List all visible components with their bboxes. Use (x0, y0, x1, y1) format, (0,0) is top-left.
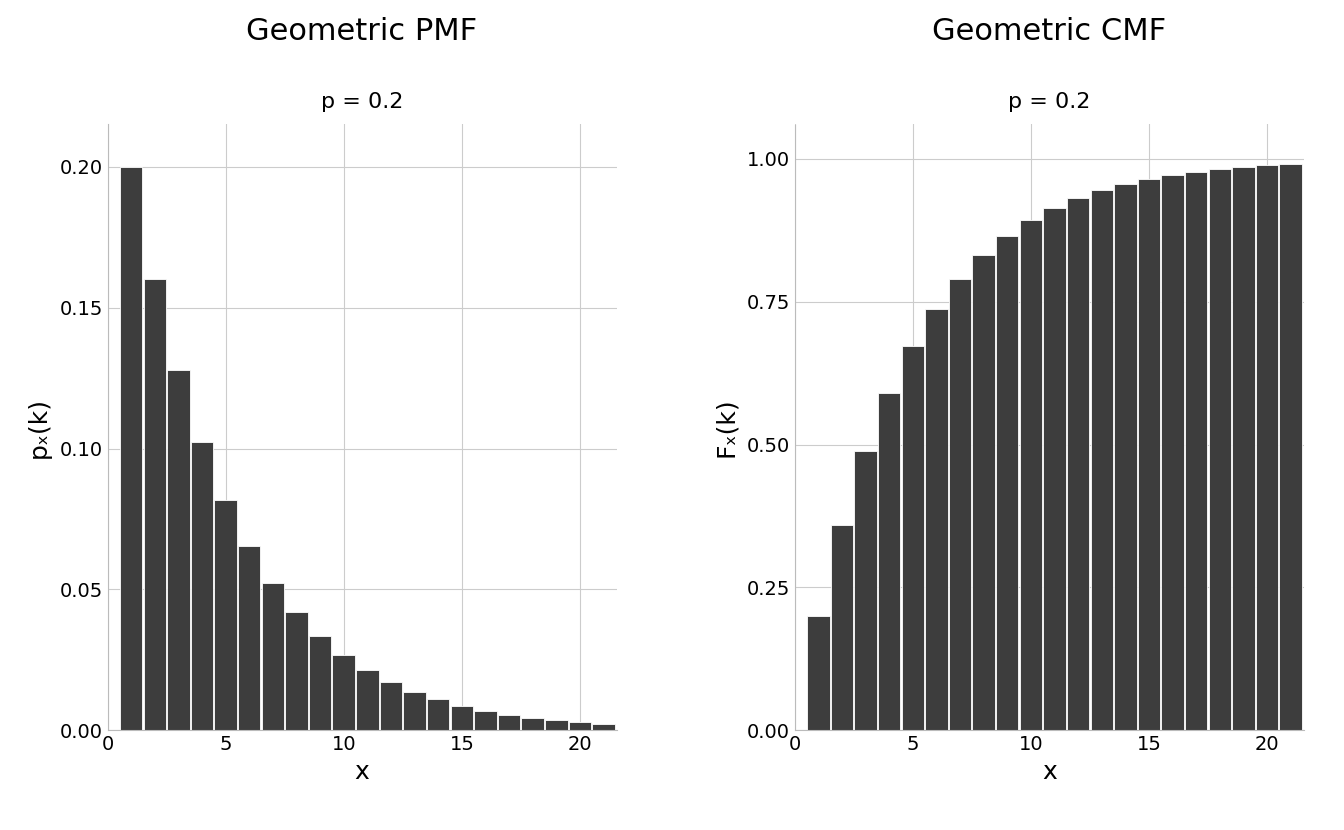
Bar (1090, 190, 1113, 730)
Bar (427, 700, 449, 730)
Bar (1208, 169, 1231, 730)
Bar (546, 720, 567, 730)
Bar (808, 616, 829, 730)
Bar (878, 393, 900, 730)
Bar (973, 255, 995, 730)
Bar (902, 346, 923, 730)
Text: p = 0.2: p = 0.2 (321, 92, 403, 112)
Bar (1020, 220, 1042, 730)
Bar (855, 452, 876, 730)
Bar (167, 369, 190, 730)
Bar (1255, 165, 1278, 730)
Bar (1138, 179, 1160, 730)
Bar (120, 167, 142, 730)
Bar (238, 545, 261, 730)
Bar (569, 722, 591, 730)
Bar (925, 309, 948, 730)
Bar (1232, 167, 1255, 730)
Bar (191, 442, 214, 730)
Bar (1279, 164, 1302, 730)
Text: Geometric PMF: Geometric PMF (246, 17, 477, 46)
Bar (1043, 208, 1066, 730)
Text: Geometric CMF: Geometric CMF (933, 17, 1167, 46)
Bar (356, 670, 379, 730)
Bar (403, 691, 426, 730)
Bar (497, 715, 520, 730)
Bar (262, 583, 284, 730)
Y-axis label: pₓ(k): pₓ(k) (27, 397, 51, 458)
Bar (949, 279, 972, 730)
Bar (215, 500, 237, 730)
Bar (1114, 184, 1137, 730)
Bar (831, 525, 853, 730)
Bar (593, 724, 614, 730)
Bar (1185, 172, 1207, 730)
Bar (996, 236, 1019, 730)
Bar (1161, 175, 1184, 730)
Bar (332, 655, 355, 730)
X-axis label: x: x (355, 759, 370, 784)
Bar (1067, 198, 1090, 730)
Bar (474, 710, 497, 730)
Bar (144, 280, 165, 730)
Bar (309, 636, 332, 730)
Text: p = 0.2: p = 0.2 (1008, 92, 1090, 112)
Bar (450, 706, 473, 730)
X-axis label: x: x (1042, 759, 1056, 784)
Y-axis label: Fₓ(k): Fₓ(k) (714, 398, 738, 457)
Bar (521, 718, 544, 730)
Bar (380, 682, 402, 730)
Bar (285, 613, 308, 730)
